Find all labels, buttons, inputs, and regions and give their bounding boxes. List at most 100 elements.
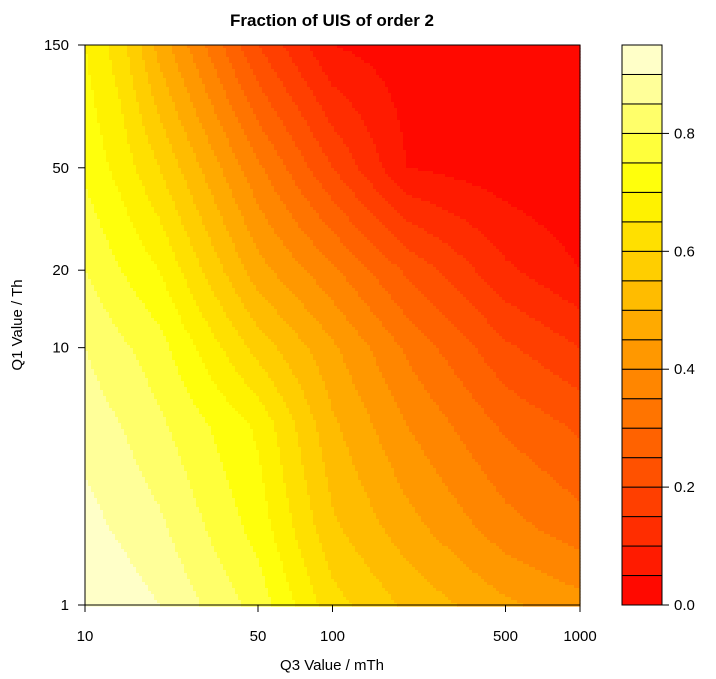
contour-cell xyxy=(85,72,89,76)
contour-cell xyxy=(559,420,581,424)
contour-cell xyxy=(196,63,215,67)
contour-cell xyxy=(214,546,254,550)
contour-cell xyxy=(130,345,170,349)
contour-cell xyxy=(151,255,176,259)
contour-cell xyxy=(424,522,473,526)
contour-cell xyxy=(334,510,374,514)
contour-cell xyxy=(391,261,428,265)
contour-cell xyxy=(310,168,335,172)
contour-cell xyxy=(88,483,149,487)
contour-cell xyxy=(271,378,299,382)
contour-cell xyxy=(163,330,188,334)
contour-cell xyxy=(400,486,449,490)
contour-cell xyxy=(85,468,140,472)
contour-cell xyxy=(367,267,401,271)
contour-cell xyxy=(154,99,173,103)
contour-cell xyxy=(442,591,500,595)
contour-cell xyxy=(310,351,341,355)
contour-cell xyxy=(466,444,515,448)
contour-cell xyxy=(205,228,227,232)
contour-cell xyxy=(85,465,140,469)
contour-cell xyxy=(136,165,161,169)
contour-cell xyxy=(253,435,278,439)
contour-cell xyxy=(274,186,299,190)
contour-cell xyxy=(91,282,131,286)
contour-cell xyxy=(376,363,410,367)
contour-cell xyxy=(316,426,341,430)
contour-cell xyxy=(499,492,572,496)
contour-cell xyxy=(250,543,278,547)
contour-cell xyxy=(538,360,581,364)
contour-cell xyxy=(292,96,317,100)
contour-cell xyxy=(250,348,278,352)
contour-cell xyxy=(322,66,374,70)
contour-cell xyxy=(109,168,137,172)
contour-cell xyxy=(175,543,212,547)
contour-cell xyxy=(184,81,203,85)
contour-cell xyxy=(208,96,227,100)
contour-cell xyxy=(214,198,236,202)
contour-cell xyxy=(103,141,128,145)
contour-cell xyxy=(247,273,278,277)
contour-cell xyxy=(160,504,197,508)
contour-cell xyxy=(85,534,116,538)
contour-cell xyxy=(361,261,392,265)
contour-cell xyxy=(406,219,467,223)
contour-cell xyxy=(163,513,203,517)
contour-cell xyxy=(97,291,137,295)
contour-cell xyxy=(313,588,341,592)
contour-cell xyxy=(553,330,581,334)
contour-cell xyxy=(340,237,368,241)
contour-cell xyxy=(295,183,323,187)
contour-cell xyxy=(277,543,299,547)
contour-cell xyxy=(268,510,290,514)
contour-cell xyxy=(424,258,467,262)
contour-cell xyxy=(259,462,281,466)
contour-cell xyxy=(328,192,356,196)
colorbar-band xyxy=(621,368,663,400)
contour-cell xyxy=(322,447,350,451)
contour-cell xyxy=(157,264,179,268)
contour-cell xyxy=(409,360,449,364)
contour-cell xyxy=(376,72,581,76)
contour-cell xyxy=(487,537,557,541)
contour-cell xyxy=(289,210,317,214)
contour-cell xyxy=(484,315,530,319)
contour-cell xyxy=(130,150,155,154)
contour-cell xyxy=(256,288,290,292)
contour-cell xyxy=(382,195,413,199)
contour-cell xyxy=(307,81,332,85)
contour-cell xyxy=(184,384,218,388)
contour-cell xyxy=(184,327,212,331)
contour-cell xyxy=(301,552,326,556)
contour-cell xyxy=(490,417,554,421)
contour-cell xyxy=(352,105,395,109)
contour-cell xyxy=(574,258,581,262)
contour-cell xyxy=(154,48,173,52)
contour-cell xyxy=(130,69,146,73)
contour-cell xyxy=(253,69,275,73)
contour-cell xyxy=(187,183,209,187)
contour-cell xyxy=(85,57,89,61)
contour-cell xyxy=(298,432,320,436)
contour-cell xyxy=(316,279,347,283)
contour-cell xyxy=(199,411,239,415)
contour-cell xyxy=(283,477,305,481)
contour-cell xyxy=(439,540,491,544)
contour-cell xyxy=(301,453,323,457)
contour-cell xyxy=(178,261,200,265)
colorbar: 0.00.20.40.60.8 xyxy=(621,44,695,614)
contour-cell xyxy=(160,327,185,331)
contour-cell xyxy=(85,474,143,478)
contour-cell xyxy=(406,420,449,424)
contour-cell xyxy=(238,78,257,82)
contour-cell xyxy=(496,291,554,295)
contour-cell xyxy=(265,171,290,175)
contour-cell xyxy=(256,393,281,397)
contour-cell xyxy=(202,222,224,226)
contour-cell xyxy=(373,66,581,70)
contour-cell xyxy=(289,51,314,55)
contour-cell xyxy=(418,168,581,172)
contour-cell xyxy=(568,339,581,343)
contour-cell xyxy=(433,264,473,268)
